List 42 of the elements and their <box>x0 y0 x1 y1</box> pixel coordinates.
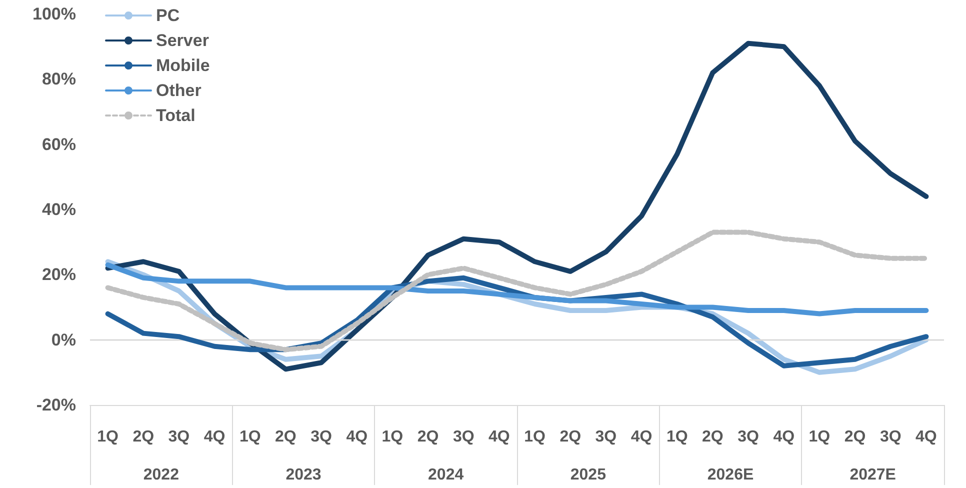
x-tick-label: 3Q <box>168 428 190 446</box>
y-tick-label: 60% <box>42 134 76 154</box>
y-tick-label: 20% <box>42 265 76 284</box>
text: 2024 <box>428 466 464 484</box>
y-tick-label: -20% <box>36 396 76 414</box>
legend-label: PC <box>156 6 180 25</box>
x-tick-label: 4Q <box>916 428 937 446</box>
x-tick-label: 4Q <box>488 428 510 446</box>
x-tick-label: 3Q <box>595 428 617 446</box>
x-tick-label: 1Q <box>666 428 688 446</box>
x-tick-label: 4Q <box>773 428 795 446</box>
legend-label: Other <box>156 81 202 100</box>
x-tick-label: 2Q <box>275 428 296 446</box>
legend-label: Mobile <box>156 56 210 75</box>
x-tick-label: 2Q <box>844 428 866 446</box>
text: 2027E <box>850 466 896 484</box>
y-tick-label: 80% <box>42 70 76 89</box>
text: 2025 <box>570 466 606 484</box>
y-tick-label: 40% <box>42 200 76 219</box>
x-tick-label: 1Q <box>382 428 404 446</box>
x-tick-label: 1Q <box>239 428 261 446</box>
text: 2022 <box>143 466 180 484</box>
x-tick-label: 1Q <box>524 428 546 446</box>
x-tick-label: 4Q <box>204 428 226 446</box>
x-tick-label: 1Q <box>808 428 830 446</box>
text: 2026E <box>707 466 754 484</box>
x-tick-label: 3Q <box>310 428 332 446</box>
y-tick-label: 100% <box>32 4 76 24</box>
x-tick-label: 3Q <box>738 428 759 446</box>
x-tick-label: 2Q <box>417 428 439 446</box>
y-tick-label: 0% <box>51 330 76 350</box>
x-tick-label: 1Q <box>97 428 118 446</box>
x-tick-label: 4Q <box>346 428 368 446</box>
x-tick-label: 2Q <box>560 428 582 446</box>
legend-label: Server <box>156 31 210 50</box>
x-tick-label: 2Q <box>132 428 154 446</box>
legend-label: Total <box>156 106 196 125</box>
x-tick-label: 3Q <box>880 428 902 446</box>
x-tick-label: 4Q <box>630 428 652 446</box>
x-tick-label: 3Q <box>452 428 474 446</box>
x-tick-label: 2Q <box>702 428 724 446</box>
text: 2023 <box>286 466 322 484</box>
